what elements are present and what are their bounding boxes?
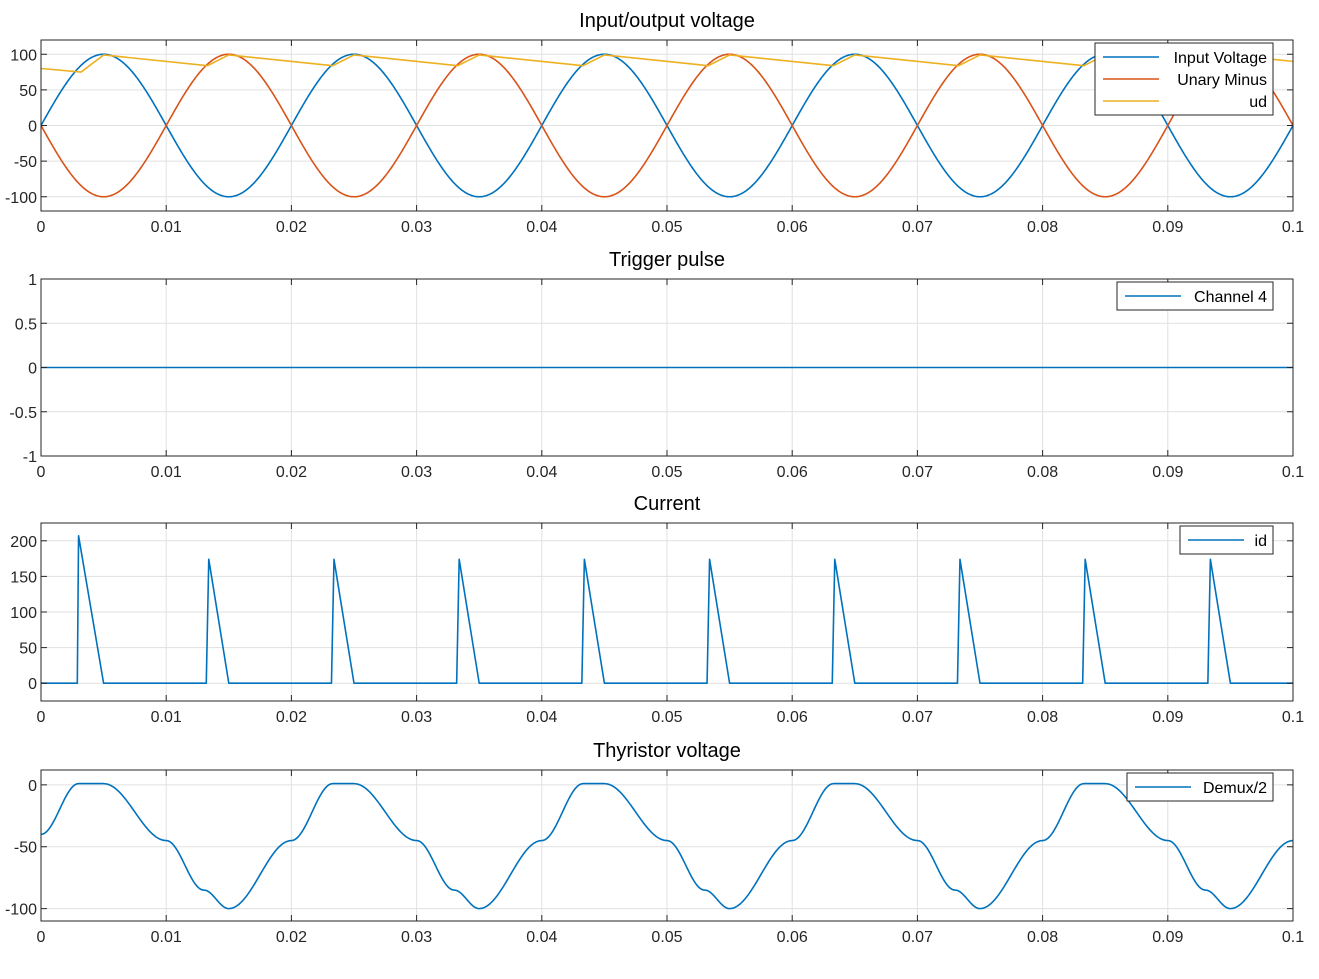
y-tick-label: -0.5 (9, 405, 37, 422)
x-tick-label: 0.08 (1027, 709, 1058, 726)
x-tick-label: 0.03 (401, 929, 432, 946)
x-tick-label: 0.04 (526, 464, 557, 481)
x-tick-label: 0 (37, 929, 46, 946)
x-tick-label: 0.03 (401, 464, 432, 481)
legend-label: ud (1249, 94, 1267, 111)
x-tick-label: 0.07 (902, 709, 933, 726)
y-tick-label: 200 (10, 534, 37, 551)
y-tick-label: 50 (19, 83, 37, 100)
x-tick-label: 0 (37, 219, 46, 236)
y-tick-label: 0.5 (15, 316, 37, 333)
subplot-3: 0 0.01 0.02 0.03 0.04 0.05 0.06 0.07 0.08 0.09 0.1… (10, 493, 1304, 726)
x-tick-label: 0.06 (777, 219, 808, 236)
x-tick-label: 0.06 (777, 709, 808, 726)
x-tick-label: 0.02 (276, 709, 307, 726)
x-tick-label: 0.01 (151, 929, 182, 946)
legend-label: Unary Minus (1177, 72, 1267, 89)
x-tick-label: 0.09 (1152, 709, 1183, 726)
y-tick-label: 0 (28, 119, 37, 136)
y-tick-label: 0 (28, 361, 37, 378)
x-tick-label: 0.05 (651, 929, 682, 946)
series-line-id (41, 535, 1293, 684)
x-tick-label: 0.08 (1027, 219, 1058, 236)
y-tick-label: 1 (28, 272, 37, 289)
x-tick-label: 0.1 (1282, 464, 1304, 481)
legend-label: Channel 4 (1194, 289, 1267, 306)
series-line-demux-2 (41, 782, 1293, 910)
x-tick-label: 0.08 (1027, 929, 1058, 946)
y-tick-label: -50 (14, 154, 37, 171)
x-tick-label: 0.01 (151, 709, 182, 726)
y-tick-label: -100 (5, 190, 37, 207)
x-tick-label: 0.04 (526, 709, 557, 726)
y-tick-label: 150 (10, 569, 37, 586)
chart-title: Input/output voltage (579, 10, 755, 32)
subplot-1: 0 0.01 0.02 0.03 0.04 0.05 0.06 0.07 0.08 0.09 0.1… (5, 10, 1304, 236)
x-tick-label: 0.08 (1027, 464, 1058, 481)
x-tick-label: 0.07 (902, 929, 933, 946)
x-tick-label: 0.06 (777, 464, 808, 481)
x-tick-label: 0.03 (401, 219, 432, 236)
x-tick-label: 0.07 (902, 219, 933, 236)
x-tick-label: 0.1 (1282, 709, 1304, 726)
series-group (41, 782, 1293, 910)
x-tick-label: 0.04 (526, 929, 557, 946)
series-line-unary-minus (41, 53, 1293, 198)
x-tick-label: 0.06 (777, 929, 808, 946)
legend: Demux/2 (1126, 772, 1274, 802)
x-tick-label: 0.02 (276, 929, 307, 946)
legend-box (1116, 281, 1274, 311)
y-tick-label: -100 (5, 902, 37, 919)
y-tick-label: 0 (28, 676, 37, 693)
series-group (41, 535, 1293, 684)
legend: Input Voltage Unary Minus ud (1094, 42, 1274, 116)
y-tick-label: -50 (14, 840, 37, 857)
x-tick-label: 0.09 (1152, 219, 1183, 236)
x-tick-label: 0.07 (902, 464, 933, 481)
chart-title: Thyristor voltage (593, 740, 741, 762)
x-tick-label: 0 (37, 464, 46, 481)
x-tick-label: 0.05 (651, 464, 682, 481)
x-tick-label: 0.01 (151, 464, 182, 481)
y-tick-label: 100 (10, 47, 37, 64)
chart-title: Current (634, 493, 701, 515)
x-tick-label: 0.1 (1282, 929, 1304, 946)
legend-label: id (1255, 533, 1267, 550)
legend-label: Input Voltage (1174, 50, 1268, 67)
x-tick-label: 0 (37, 709, 46, 726)
x-tick-label: 0.02 (276, 219, 307, 236)
x-tick-label: 0.02 (276, 464, 307, 481)
legend: id (1179, 525, 1274, 555)
x-tick-label: 0.09 (1152, 464, 1183, 481)
subplot-4: 0 0.01 0.02 0.03 0.04 0.05 0.06 0.07 0.08 0.09 0.1… (5, 740, 1304, 946)
x-tick-label: 0.05 (651, 709, 682, 726)
y-tick-label: 100 (10, 605, 37, 622)
legend-label: Demux/2 (1203, 780, 1267, 797)
y-tick-label: 0 (28, 778, 37, 795)
x-tick-label: 0.04 (526, 219, 557, 236)
subplot-2: 0 0.01 0.02 0.03 0.04 0.05 0.06 0.07 0.08 0.09 0.1… (9, 249, 1304, 481)
x-tick-label: 0.1 (1282, 219, 1304, 236)
chart-title: Trigger pulse (609, 249, 725, 271)
y-tick-label: 50 (19, 641, 37, 658)
x-tick-label: 0.03 (401, 709, 432, 726)
y-tick-label: -1 (23, 449, 37, 466)
x-tick-label: 0.05 (651, 219, 682, 236)
x-tick-label: 0.09 (1152, 929, 1183, 946)
x-tick-label: 0.01 (151, 219, 182, 236)
legend: Channel 4 (1116, 281, 1274, 311)
